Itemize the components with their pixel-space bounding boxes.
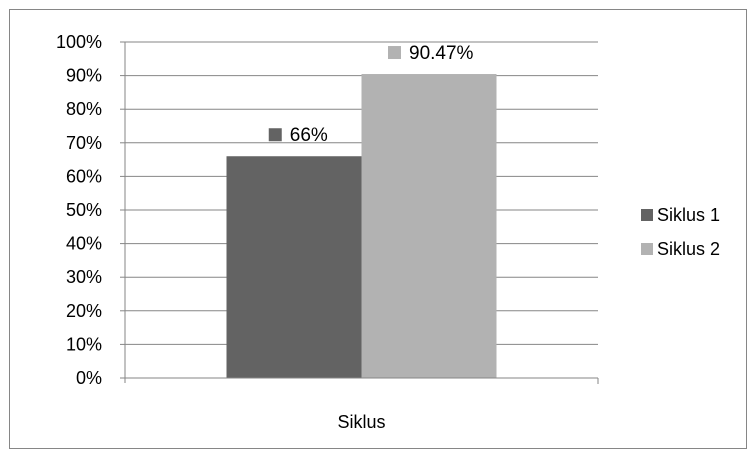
y-tick-label: 10% (66, 334, 102, 354)
bar-siklus-2 (361, 74, 497, 378)
legend: Siklus 1 Siklus 2 (641, 205, 720, 259)
y-axis-tick-labels: 0% 10% 20% 30% 40% 50% 60% 70% 80% 90% 100% (56, 32, 102, 388)
legend-label: Siklus 1 (657, 205, 720, 225)
y-tick-label: 20% (66, 301, 102, 321)
legend-swatch (641, 243, 653, 255)
data-labels: 66% 90.47% (268, 43, 474, 146)
y-tick-label: 30% (66, 267, 102, 287)
axes (124, 42, 599, 384)
data-label-key (268, 128, 282, 142)
legend-swatch (641, 209, 653, 221)
y-tick-label: 70% (66, 133, 102, 153)
bars (226, 74, 497, 378)
y-tick-label: 90% (66, 66, 102, 86)
data-label: 66% (290, 125, 328, 146)
bar-siklus-1 (226, 156, 362, 378)
data-label-key (388, 46, 401, 60)
data-label: 90.47% (409, 43, 474, 64)
y-tick-label: 60% (66, 166, 102, 186)
legend-label: Siklus 2 (657, 239, 720, 259)
y-tick-label: 40% (66, 234, 102, 254)
y-tick-label: 100% (56, 32, 102, 52)
x-category-label: Siklus (337, 412, 385, 432)
y-tick-label: 50% (66, 200, 102, 220)
y-tick-label: 0% (76, 368, 102, 388)
y-tick-label: 80% (66, 99, 102, 119)
